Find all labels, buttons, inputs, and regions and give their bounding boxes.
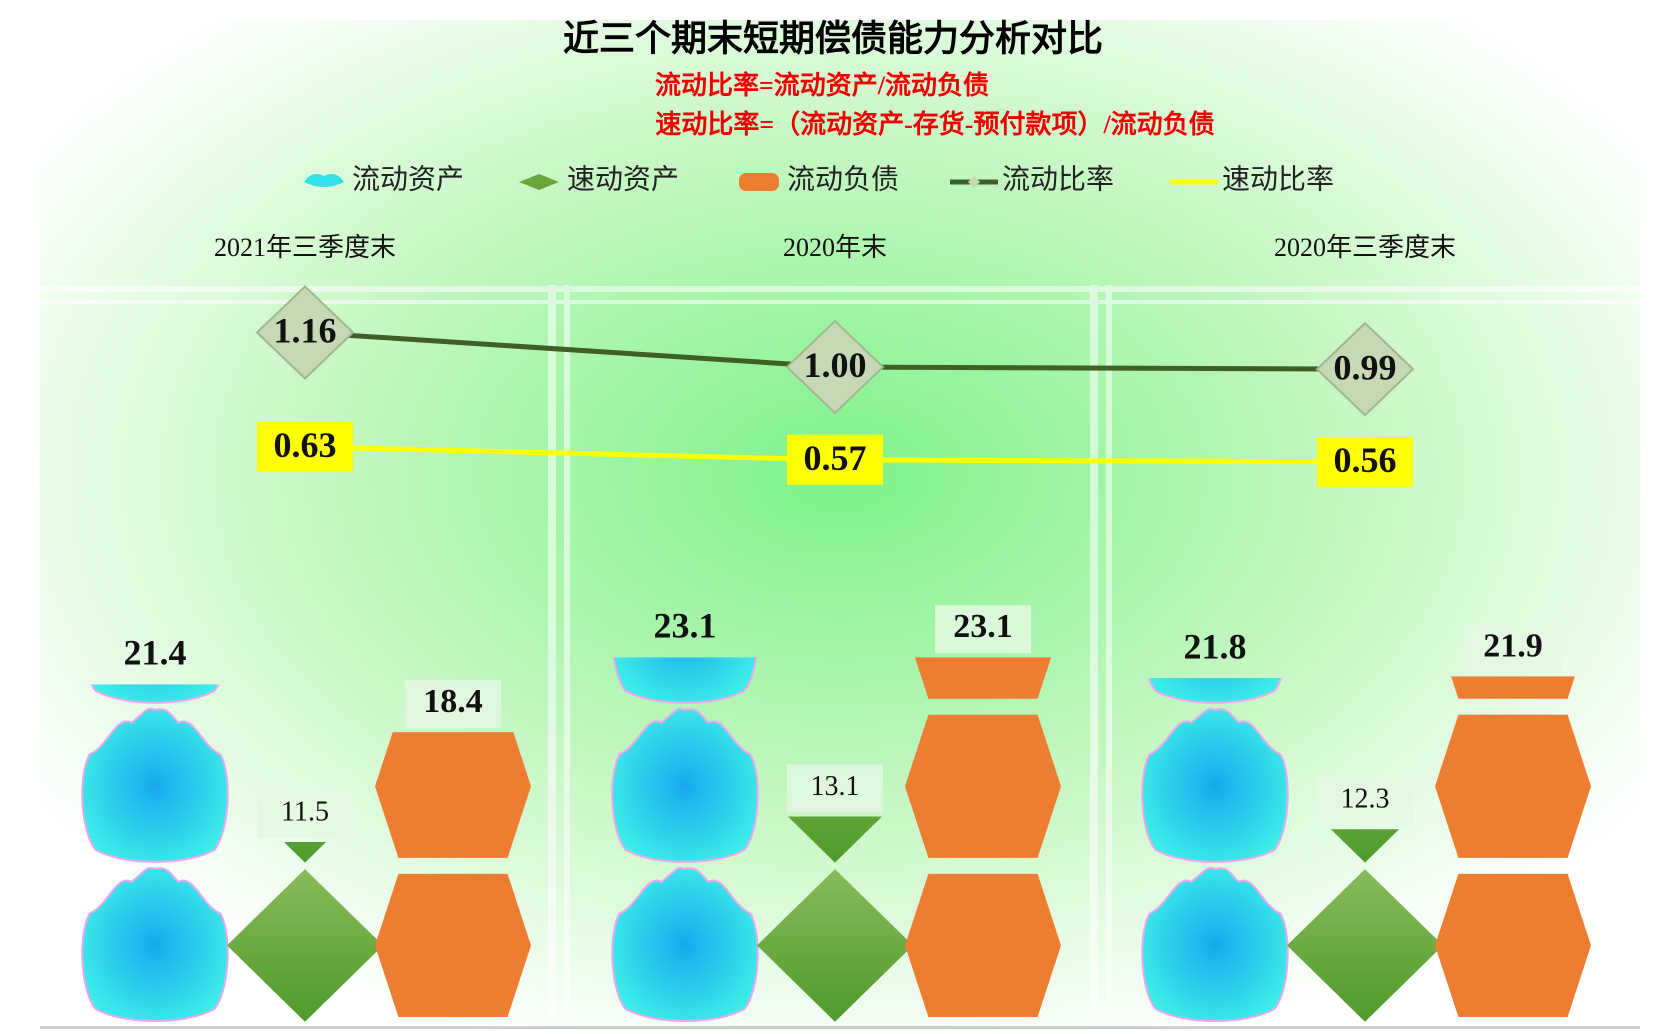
label-box <box>405 680 501 729</box>
bar <box>757 816 913 1025</box>
data-label: 21.9 <box>1483 627 1543 664</box>
legend-swatch <box>304 174 344 187</box>
bar <box>1287 829 1443 1025</box>
data-label: 23.1 <box>953 608 1013 645</box>
data-label: 11.5 <box>281 796 329 827</box>
bar <box>1435 676 1591 1025</box>
legend-label: 流动负债 <box>787 163 899 195</box>
category-label: 2020年三季度末 <box>1274 233 1456 262</box>
subtitle: 速动比率=（流动资产-存货-预付款项）/流动负债 <box>655 109 1214 139</box>
data-label: 0.99 <box>1334 347 1397 387</box>
data-label: 0.63 <box>274 425 337 465</box>
legend-swatch <box>968 176 980 188</box>
marker <box>785 319 885 415</box>
legend-swatch <box>739 173 779 191</box>
marker <box>1315 321 1415 417</box>
data-label: 1.00 <box>804 345 867 385</box>
bar <box>227 841 383 1025</box>
stripes <box>40 285 1640 1029</box>
legend-label: 流动比率 <box>1002 163 1114 195</box>
bar <box>905 657 1061 1025</box>
data-label: 13.1 <box>811 771 860 802</box>
category-label: 2021年三季度末 <box>214 233 396 262</box>
data-label: 0.56 <box>1334 440 1397 480</box>
bar <box>1137 678 1293 1025</box>
data-label: 23.1 <box>654 606 717 646</box>
marker <box>257 421 353 472</box>
marker <box>1317 436 1413 487</box>
label-box <box>1317 777 1413 826</box>
legend-label: 速动比率 <box>1222 163 1334 195</box>
data-label: 21.4 <box>124 633 187 673</box>
marker <box>255 285 355 380</box>
legend-label: 速动资产 <box>567 163 679 195</box>
data-label: 21.8 <box>1184 626 1247 666</box>
marker <box>787 434 883 485</box>
bar <box>607 657 763 1025</box>
data-label: 18.4 <box>423 683 483 720</box>
subtitle: 流动比率=流动资产/流动负债 <box>655 70 989 100</box>
category-label: 2020年末 <box>783 233 887 262</box>
data-label: 0.57 <box>804 438 867 478</box>
chart-title: 近三个期末短期偿债能力分析对比 <box>563 18 1103 58</box>
label-box <box>1465 624 1561 673</box>
label-box <box>257 789 353 838</box>
label-box <box>935 605 1031 654</box>
bar <box>375 732 531 1025</box>
label-box <box>787 764 883 813</box>
data-label: 1.16 <box>274 311 337 351</box>
legend-swatch <box>519 174 559 190</box>
data-label: 12.3 <box>1341 784 1390 815</box>
legend-label: 流动资产 <box>352 163 464 195</box>
bar <box>77 684 233 1025</box>
